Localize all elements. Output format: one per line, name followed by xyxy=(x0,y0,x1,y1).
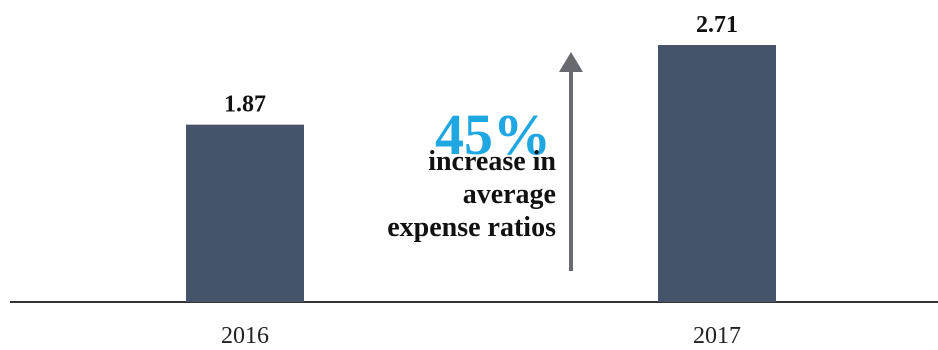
bar-2017 xyxy=(658,45,776,302)
x-tick-label-2016: 2016 xyxy=(221,323,269,349)
bar-2016 xyxy=(186,124,304,302)
annotation-line-2: average xyxy=(462,179,556,210)
value-label-2016: 1.87 xyxy=(224,92,266,118)
growth-arrow-head xyxy=(559,52,583,72)
bars-layer: 1.87 2016 2.71 2017 xyxy=(186,12,776,349)
annotation-line-3: expense ratios xyxy=(387,212,556,243)
x-tick-label-2017: 2017 xyxy=(693,323,741,349)
annotation-line-1: increase in xyxy=(428,146,556,177)
annotation-percent: 45% xyxy=(435,102,551,167)
value-label-2017: 2.71 xyxy=(696,12,738,38)
annotation-text: increase in average expense ratios xyxy=(336,145,556,244)
